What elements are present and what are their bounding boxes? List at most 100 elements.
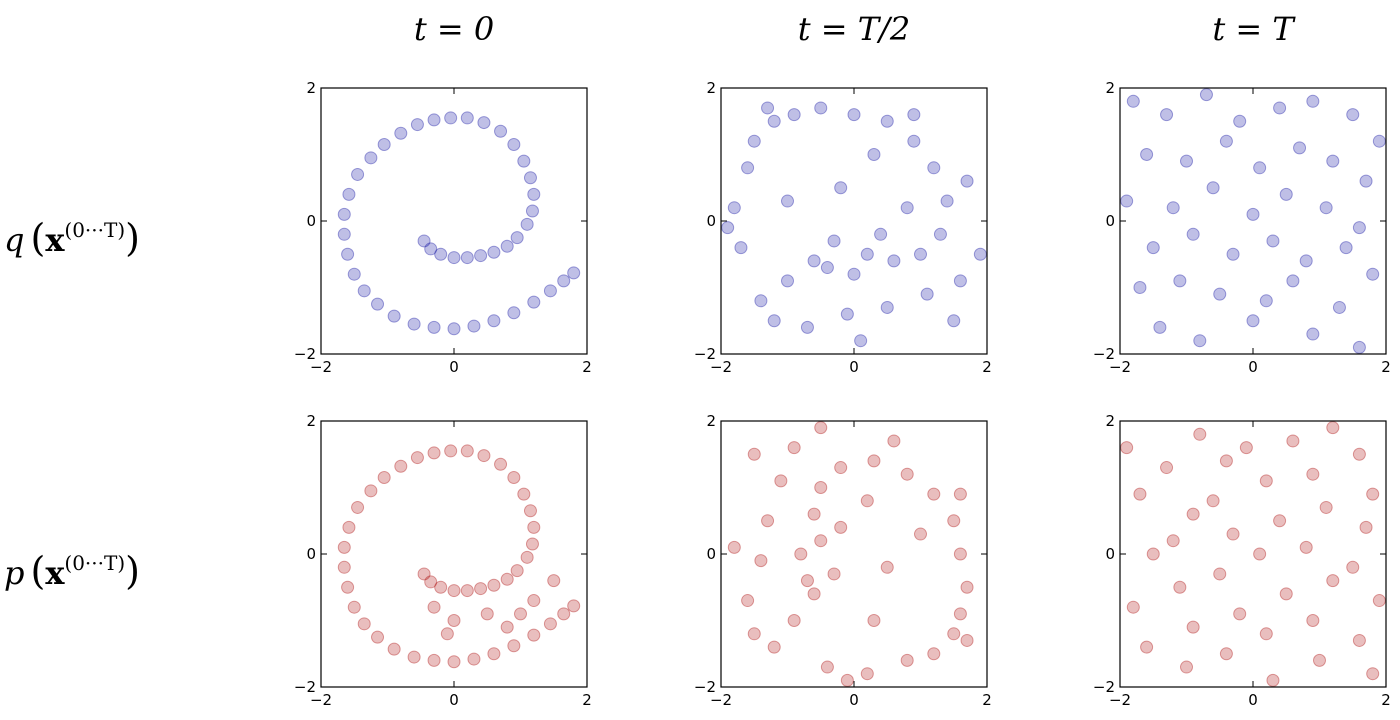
point bbox=[337, 227, 351, 241]
point bbox=[1313, 653, 1326, 667]
point bbox=[814, 534, 828, 548]
x-tick-label: 0 bbox=[449, 691, 459, 709]
point bbox=[377, 138, 391, 152]
point bbox=[500, 572, 514, 586]
point bbox=[424, 242, 438, 256]
y-tick-label: 2 bbox=[306, 412, 316, 430]
point bbox=[1266, 234, 1280, 248]
point bbox=[953, 487, 967, 501]
point bbox=[880, 114, 894, 128]
point bbox=[814, 101, 828, 115]
point bbox=[814, 421, 828, 435]
y-tick-label: 0 bbox=[706, 545, 716, 563]
point bbox=[1279, 187, 1293, 201]
panel: −2 0 2 −2 0 2 t = 0 q (x(0···T)) bbox=[4, 10, 592, 376]
point bbox=[467, 319, 481, 333]
frame bbox=[320, 87, 588, 355]
point bbox=[741, 594, 755, 608]
point bbox=[1286, 434, 1300, 448]
point bbox=[514, 607, 527, 621]
y-tick-label: −2 bbox=[694, 678, 716, 696]
point bbox=[427, 653, 441, 667]
points bbox=[727, 421, 974, 687]
point bbox=[477, 116, 491, 130]
point bbox=[953, 274, 967, 288]
point bbox=[1246, 314, 1260, 328]
point bbox=[814, 481, 828, 494]
point bbox=[1366, 667, 1380, 681]
point bbox=[447, 655, 461, 669]
point bbox=[1306, 327, 1320, 341]
point bbox=[1359, 174, 1373, 188]
point bbox=[444, 444, 458, 458]
point bbox=[1173, 274, 1187, 288]
frame bbox=[1119, 87, 1387, 355]
point bbox=[754, 294, 768, 308]
y-tick-label: 2 bbox=[306, 79, 316, 97]
point bbox=[460, 111, 474, 125]
y-tick-label: 2 bbox=[706, 79, 716, 97]
points bbox=[721, 101, 987, 348]
y-tick-label: 0 bbox=[1105, 545, 1115, 563]
point bbox=[1199, 88, 1213, 102]
point bbox=[1266, 673, 1280, 687]
point bbox=[444, 111, 458, 125]
point bbox=[1326, 154, 1340, 168]
point bbox=[840, 307, 854, 321]
point bbox=[834, 461, 848, 475]
point bbox=[510, 231, 524, 245]
point bbox=[914, 247, 927, 261]
point bbox=[410, 118, 424, 132]
x-tick-label: 0 bbox=[1248, 691, 1258, 709]
point bbox=[1226, 527, 1240, 541]
point bbox=[741, 161, 755, 175]
point bbox=[1346, 560, 1360, 574]
point bbox=[807, 507, 821, 521]
point bbox=[410, 451, 424, 465]
point bbox=[460, 444, 474, 458]
point bbox=[1120, 194, 1134, 208]
point bbox=[364, 484, 378, 498]
point bbox=[1352, 340, 1366, 354]
point bbox=[914, 527, 927, 541]
point bbox=[1206, 494, 1220, 508]
point bbox=[1133, 487, 1147, 501]
point bbox=[1299, 254, 1313, 268]
point bbox=[721, 221, 735, 235]
x-tick-label: −2 bbox=[710, 691, 732, 709]
point bbox=[960, 174, 974, 188]
point bbox=[387, 309, 401, 323]
point bbox=[487, 578, 501, 592]
point bbox=[517, 487, 531, 501]
point bbox=[1213, 567, 1227, 581]
point bbox=[800, 574, 814, 588]
x-tick-label: −2 bbox=[1109, 691, 1131, 709]
point bbox=[1219, 454, 1233, 468]
point bbox=[1173, 580, 1187, 594]
point bbox=[794, 547, 808, 561]
point bbox=[947, 627, 961, 641]
row-label-func: q bbox=[4, 221, 24, 259]
point bbox=[774, 474, 788, 488]
point bbox=[494, 124, 508, 138]
point bbox=[847, 267, 861, 281]
point bbox=[807, 587, 821, 601]
point bbox=[1366, 267, 1380, 281]
point bbox=[847, 108, 861, 122]
point bbox=[761, 514, 775, 528]
point bbox=[1140, 640, 1154, 654]
point bbox=[1319, 500, 1333, 514]
point bbox=[1339, 241, 1353, 255]
point bbox=[787, 441, 801, 455]
y-tick-label: 0 bbox=[306, 545, 316, 563]
y-tick-label: 2 bbox=[1105, 79, 1115, 97]
point bbox=[477, 449, 491, 463]
point bbox=[734, 241, 748, 255]
point bbox=[747, 627, 761, 641]
point bbox=[887, 434, 901, 448]
point bbox=[427, 600, 441, 614]
point bbox=[860, 494, 874, 508]
point bbox=[1352, 447, 1366, 461]
panel: −2 0 2 −2 0 2 bbox=[1093, 412, 1391, 709]
point bbox=[557, 274, 571, 288]
